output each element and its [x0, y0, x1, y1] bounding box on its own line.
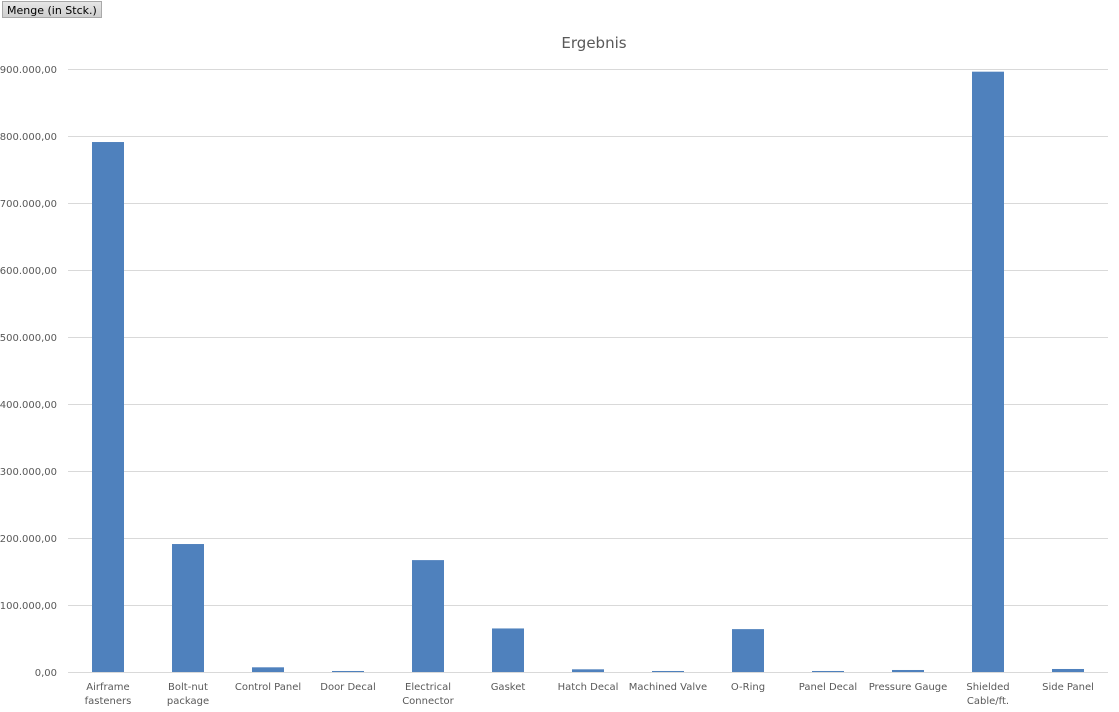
y-tick-label: 800.000,00: [0, 132, 57, 143]
grid-lines: [68, 69, 1108, 673]
x-tick-label: Bolt-nut package: [167, 682, 209, 707]
bar: [572, 669, 604, 672]
x-tick-label: Side Panel: [1042, 682, 1094, 693]
chart-title: Ergebnis: [561, 34, 626, 52]
y-tick-label: 700.000,00: [0, 199, 57, 210]
x-tick-label: Door Decal: [320, 682, 375, 693]
field-button-menge[interactable]: Menge (in Stck.): [2, 1, 102, 18]
y-tick-label: 400.000,00: [0, 400, 57, 411]
y-tick-label: 0,00: [35, 668, 57, 679]
bar: [972, 71, 1004, 673]
x-tick-label: Airframe fasteners: [85, 682, 132, 707]
x-tick-label: O-Ring: [731, 682, 765, 693]
x-tick-label: Control Panel: [235, 682, 301, 693]
bar: [172, 544, 204, 672]
y-tick-label: 100.000,00: [0, 601, 57, 612]
bar: [1052, 668, 1084, 672]
bar: [252, 667, 284, 672]
y-tick-label: 300.000,00: [0, 467, 57, 478]
x-axis-tick-labels: Airframe fasteners Bolt-nut package Control …: [85, 682, 1094, 707]
y-tick-label: 200.000,00: [0, 534, 57, 545]
bar: [412, 560, 444, 672]
y-tick-label: 900.000,00: [0, 65, 57, 76]
x-tick-label: Hatch Decal: [558, 682, 619, 693]
bar: [652, 670, 684, 672]
x-tick-label: Gasket: [491, 682, 526, 693]
x-tick-label: Machined Valve: [629, 682, 707, 693]
bar: [892, 669, 924, 672]
bars: [92, 71, 1084, 673]
y-tick-label: 500.000,00: [0, 333, 57, 344]
x-tick-label: Panel Decal: [799, 682, 857, 693]
bar: [492, 628, 524, 672]
bar: [732, 629, 764, 672]
bar: [812, 670, 844, 672]
x-tick-label: Electrical Connector: [402, 682, 454, 707]
x-tick-label: Shielded Cable/ft.: [966, 682, 1009, 707]
x-tick-label: Pressure Gauge: [869, 682, 948, 693]
bar: [332, 670, 364, 672]
bar: [92, 142, 124, 672]
y-axis-tick-labels: 0,00 100.000,00 200.000,00 300.000,00 400.00…: [0, 65, 57, 679]
y-tick-label: 600.000,00: [0, 266, 57, 277]
